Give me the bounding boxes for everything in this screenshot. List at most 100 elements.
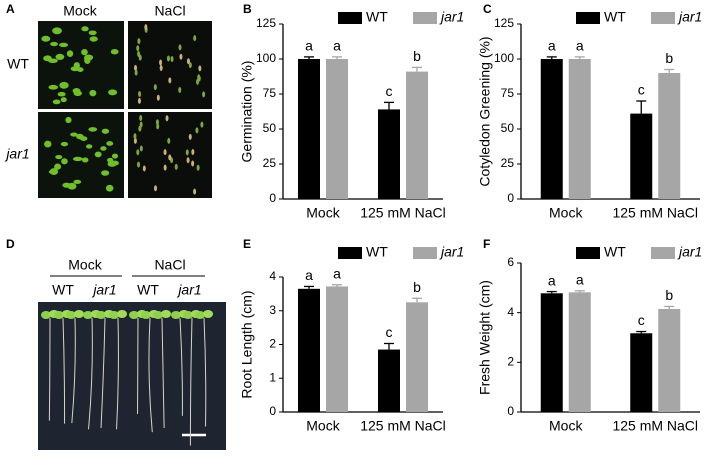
root	[189, 317, 193, 446]
seedling	[170, 56, 174, 63]
significance-label: a	[305, 267, 313, 283]
x-tick-label: Mock	[549, 205, 583, 221]
cotyledon	[74, 310, 84, 318]
seedling	[174, 163, 178, 170]
seedling	[66, 50, 74, 57]
chart: E 0 1 2 3 4 Root Length (cm) Mock a a 125 mM NaCl c…	[239, 237, 465, 434]
seedling	[49, 168, 59, 176]
bar	[630, 333, 653, 412]
seedling	[111, 153, 119, 159]
seedling	[89, 36, 98, 42]
significance-label: b	[413, 279, 421, 295]
seedling	[159, 59, 163, 66]
y-tick-label: 0	[269, 404, 276, 418]
plate	[38, 112, 124, 198]
significance-label: a	[548, 38, 556, 54]
y-tick-label: 125	[256, 16, 276, 30]
cotyledon	[66, 311, 76, 319]
cotyledon	[141, 311, 151, 319]
seedling	[59, 42, 69, 48]
significance-label: a	[576, 38, 584, 54]
bar	[540, 293, 563, 412]
x-tick-label: 125 mM NaCl	[612, 418, 698, 434]
seedling	[178, 44, 182, 51]
legend-label: jar1	[439, 9, 464, 25]
bar	[630, 113, 653, 199]
panel-letter: E	[243, 237, 251, 251]
bar	[378, 349, 400, 412]
seedling	[48, 84, 59, 90]
chart: F 0 2 4 6 Fresh Weight (cm) Mock a a 125 mM NaCl c…	[477, 237, 703, 434]
cotyledon	[54, 311, 64, 319]
root	[148, 317, 153, 433]
seedling	[55, 53, 65, 61]
seedling	[101, 128, 110, 134]
y-tick-label: 75	[501, 86, 515, 100]
seedling	[101, 170, 110, 176]
cotyledon	[183, 311, 193, 319]
significance-label: a	[576, 272, 584, 288]
seedling	[178, 87, 182, 94]
seedling	[156, 94, 160, 101]
cotyledon	[41, 311, 51, 319]
seedling	[60, 141, 69, 147]
bar	[406, 302, 428, 412]
seedling	[70, 66, 80, 72]
panel-letter: B	[243, 2, 252, 16]
seedling	[193, 188, 197, 195]
panel-letter: C	[483, 2, 492, 16]
seedling	[43, 55, 52, 62]
y-tick-label: 25	[263, 156, 277, 170]
root	[116, 317, 119, 430]
x-tick-label: 125 mM NaCl	[360, 418, 446, 434]
seedling	[72, 156, 83, 162]
seedling	[70, 132, 78, 137]
seedling	[81, 26, 89, 32]
seedling	[163, 164, 167, 171]
seedling	[88, 127, 98, 132]
seedling	[89, 89, 97, 97]
root	[100, 317, 106, 428]
seedling	[144, 24, 148, 31]
seedling	[153, 84, 157, 91]
legend-swatch	[576, 247, 600, 259]
root	[71, 317, 76, 424]
seedling	[134, 69, 138, 76]
significance-label: c	[386, 83, 393, 99]
seedling	[61, 158, 68, 165]
legend-swatch	[338, 247, 362, 259]
root	[203, 317, 207, 427]
seedling	[138, 90, 142, 97]
significance-label: c	[638, 312, 645, 328]
seedling	[166, 55, 170, 62]
seedling	[137, 97, 141, 104]
legend-label: WT	[366, 9, 388, 25]
seedling	[85, 144, 93, 149]
seedling	[133, 137, 137, 144]
legend-swatch	[576, 12, 600, 24]
seedling	[154, 185, 158, 192]
legend-label: WT	[604, 244, 626, 260]
significance-label: b	[665, 50, 673, 66]
seedling	[52, 99, 61, 105]
seedling	[136, 149, 140, 156]
seedling	[111, 160, 119, 166]
bar	[326, 59, 348, 199]
seedling	[65, 116, 72, 124]
seedling	[81, 48, 88, 56]
seedling	[67, 182, 77, 190]
seedling	[185, 149, 189, 156]
seedling	[159, 65, 163, 72]
seedling	[193, 35, 197, 42]
y-tick-label: 100	[256, 51, 276, 65]
seedling	[191, 149, 195, 156]
genotype-label: jar1	[176, 282, 201, 298]
x-tick-label: Mock	[306, 205, 340, 221]
group-label: Mock	[68, 257, 102, 273]
seedling	[200, 121, 204, 128]
seedling	[106, 141, 114, 146]
legend-label: jar1	[677, 244, 702, 260]
seedling	[156, 123, 160, 130]
cotyledon	[195, 311, 205, 319]
